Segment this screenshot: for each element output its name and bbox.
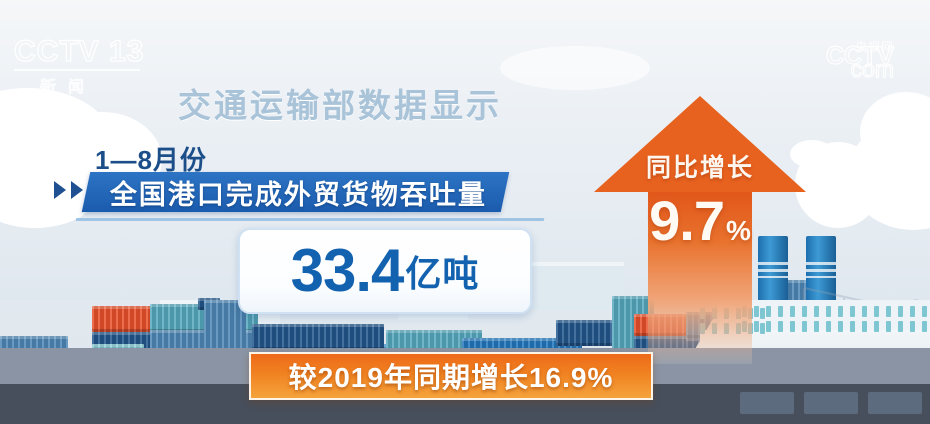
growth-arrow-percent-sign: %: [725, 215, 751, 246]
metric-banner: 全国港口完成外贸货物吞吐量: [81, 172, 510, 212]
shipping-container: [204, 300, 246, 354]
growth-arrow-shaft: [648, 192, 752, 364]
comparison-banner: 较2019年同期增长16.9%: [249, 352, 653, 400]
growth-arrow-head: [594, 96, 806, 192]
headline-source: 交通运输部数据显示: [178, 87, 502, 124]
ship-funnel: [758, 236, 788, 320]
shipping-container: [386, 330, 482, 352]
cloud-shape: [500, 46, 650, 90]
metric-banner-label: 全国港口完成外贸货物吞吐量: [110, 179, 487, 210]
primary-value-number: 33.4: [290, 237, 405, 304]
primary-value-card: 33.4 亿吨: [238, 228, 532, 314]
growth-arrow-value: 9.7%: [594, 188, 806, 253]
growth-arrow-up-icon: 同比增长 9.7%: [594, 96, 806, 364]
primary-value-unit: 亿吨: [405, 253, 480, 294]
cloud-shape: [0, 150, 100, 228]
comparison-banner-label: 较2019年同期增长16.9%: [288, 362, 614, 393]
metric-banner-underline: [75, 218, 545, 221]
shipping-container: [252, 324, 384, 350]
ship-window-grid: [742, 306, 930, 332]
chevron-right-icon: [54, 181, 83, 199]
dock-cargo-row: [740, 392, 922, 414]
period-label: 1—8月份: [95, 145, 207, 175]
growth-arrow-label: 同比增长: [645, 154, 754, 182]
ship-deck: [718, 300, 930, 334]
growth-arrow-number: 9.7: [649, 189, 725, 252]
